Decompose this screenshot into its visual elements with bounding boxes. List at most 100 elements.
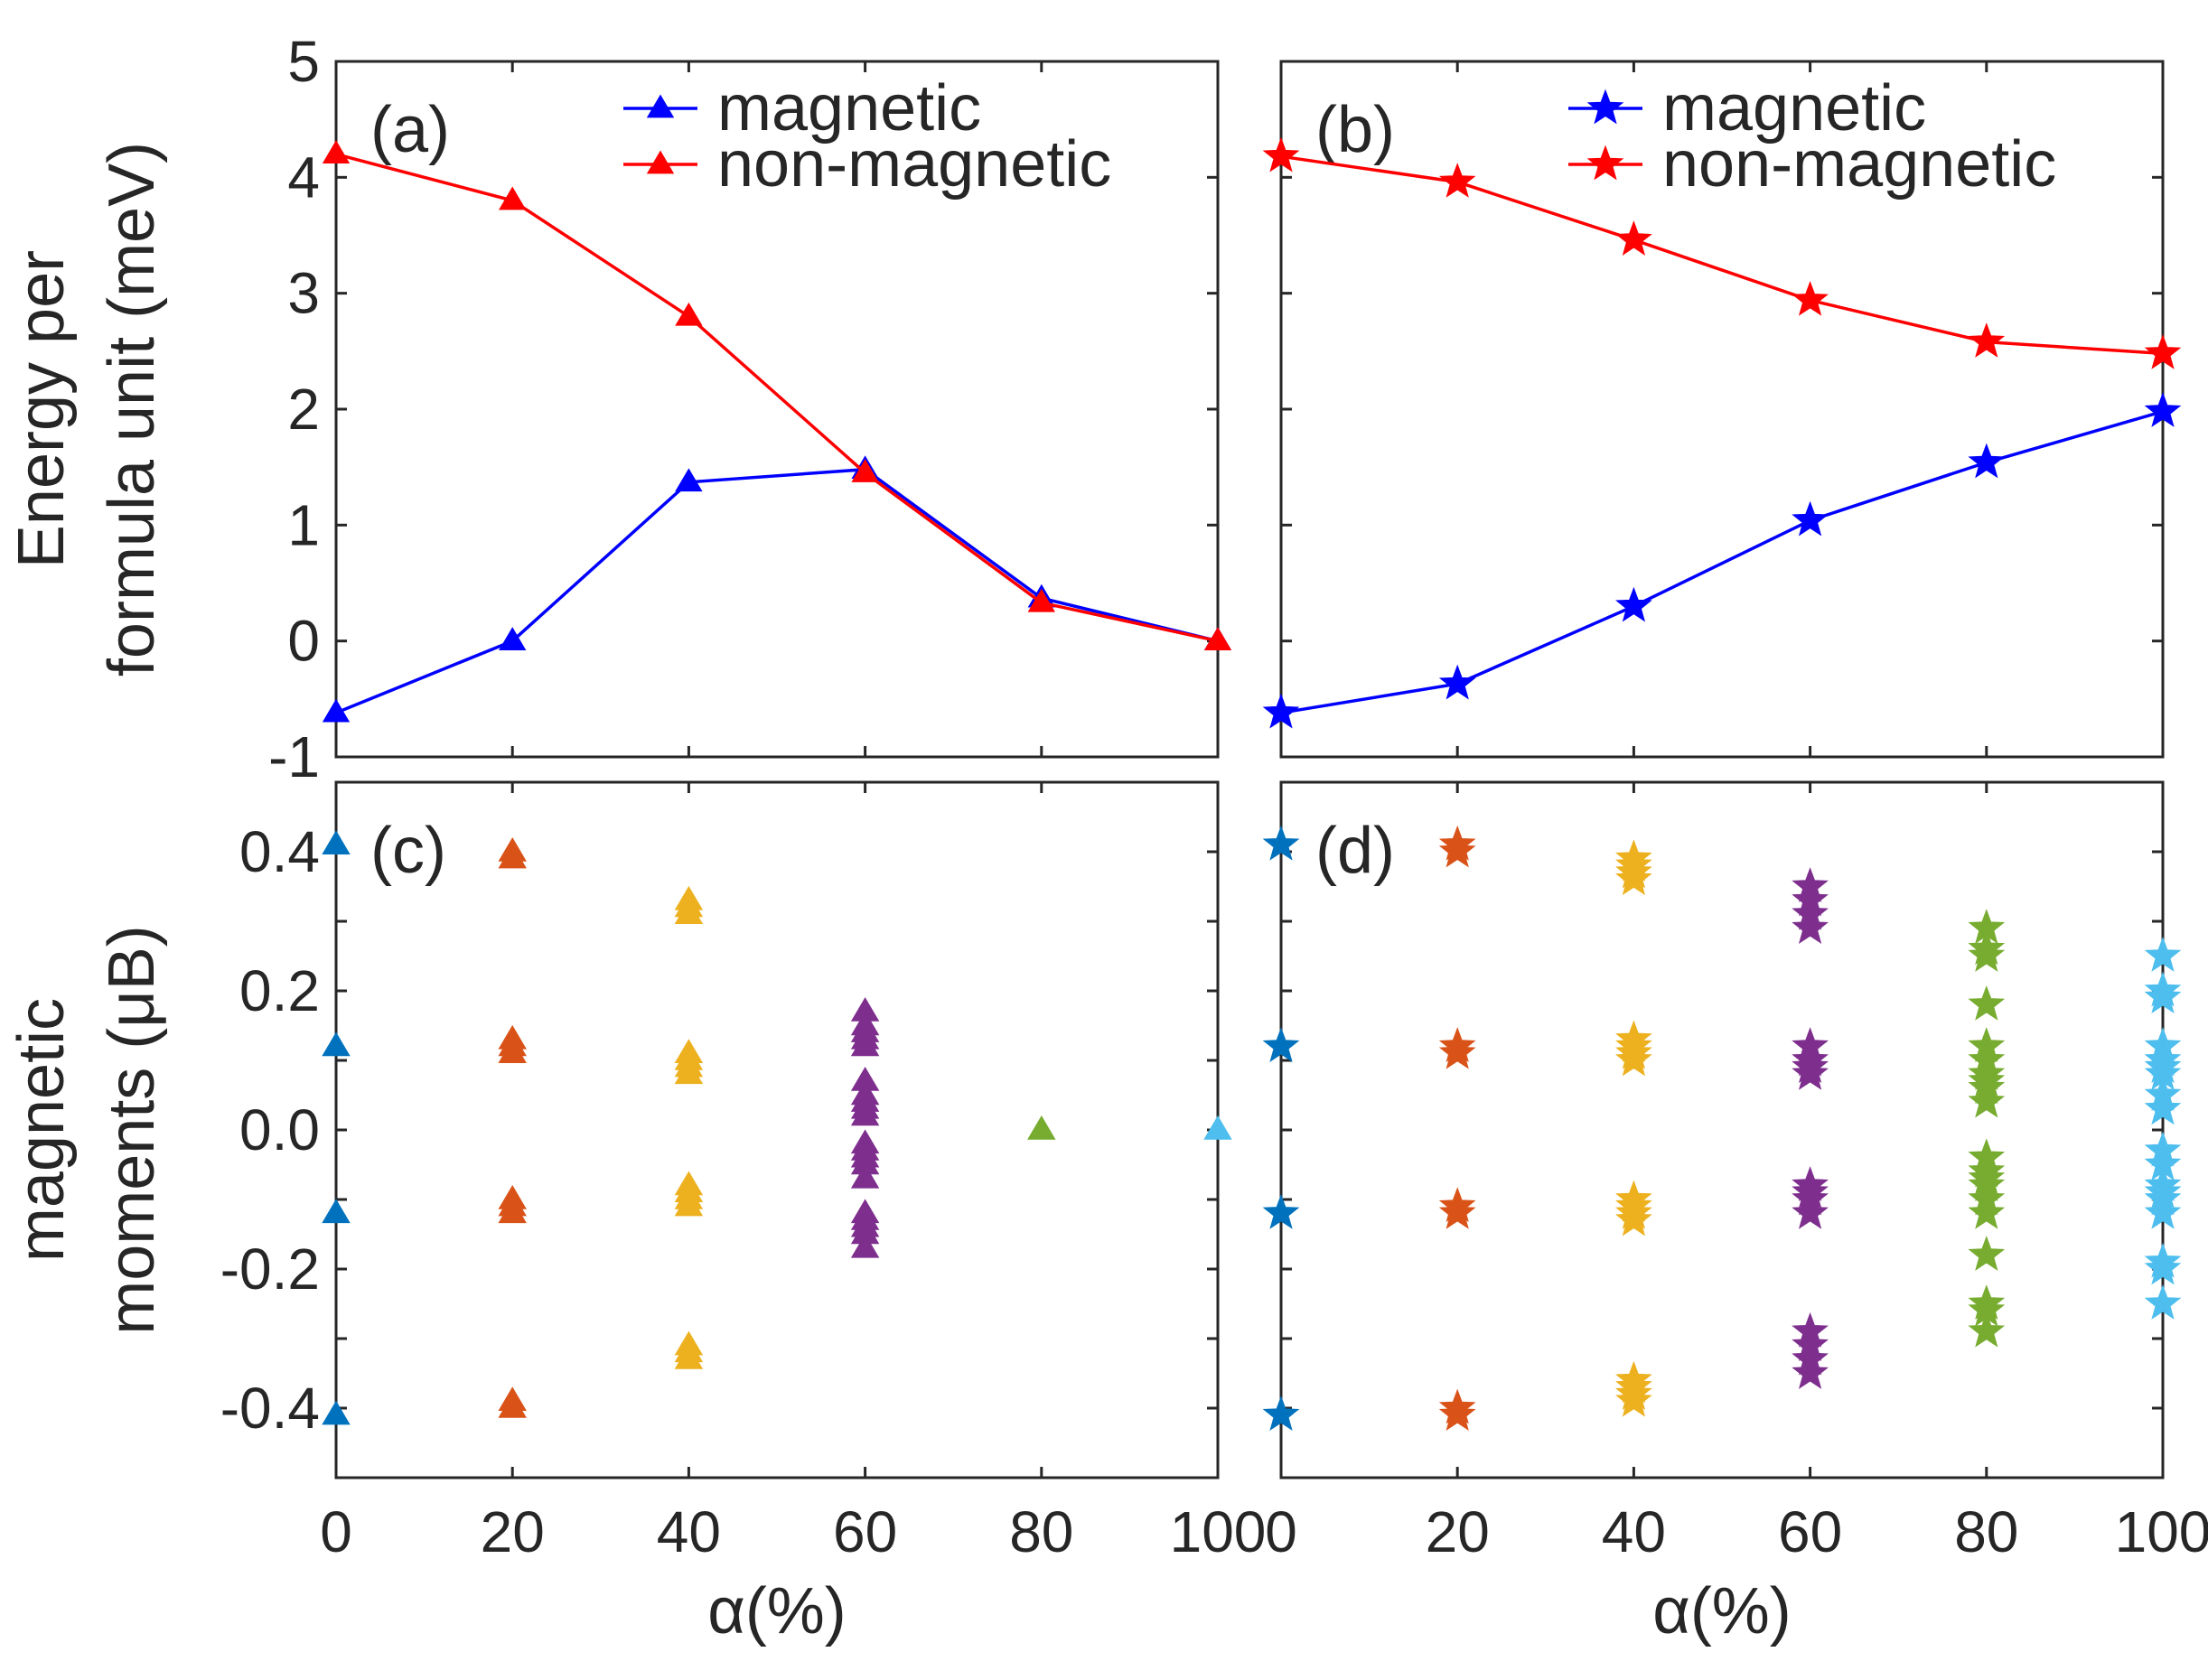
series-line <box>1280 409 2164 714</box>
data-point <box>322 1031 351 1057</box>
y-axis-label: Energy per <box>5 250 78 568</box>
data-point <box>1615 220 1652 256</box>
legend-marker <box>1586 145 1624 181</box>
moment-group <box>674 885 704 1369</box>
data-point <box>1792 500 1829 537</box>
x-tick-label: 40 <box>657 1499 721 1564</box>
legend-marker <box>646 94 675 118</box>
data-point <box>499 186 527 210</box>
data-point <box>674 1191 704 1217</box>
data-point <box>1792 280 1829 316</box>
x-tick-label: 60 <box>1778 1499 1842 1564</box>
data-point <box>1968 985 2006 1021</box>
y-axis-label: moments (μB) <box>96 925 168 1335</box>
data-point <box>498 1393 527 1418</box>
x-tick-label: 20 <box>1426 1499 1490 1564</box>
x-axis-label: α(%) <box>1652 1575 1792 1647</box>
data-point <box>674 1059 704 1085</box>
data-point <box>850 1101 880 1126</box>
legend-marker <box>646 150 675 174</box>
data-point <box>1615 1200 1652 1237</box>
data-point <box>1615 860 1652 896</box>
legend-label: non-magnetic <box>1662 128 2056 201</box>
x-tick-label: 0 <box>320 1499 352 1564</box>
x-tick-label: 20 <box>481 1499 545 1564</box>
legend-label: magnetic <box>717 72 981 145</box>
plot-frame <box>334 780 1220 1479</box>
panel-label: (d) <box>1315 815 1395 887</box>
data-point <box>1262 825 1300 861</box>
data-point <box>674 900 704 925</box>
moment-group <box>1027 1115 1056 1140</box>
panel-label: (b) <box>1315 94 1395 166</box>
data-point <box>1968 937 2006 972</box>
data-point <box>850 1163 880 1189</box>
series-non-magnetic <box>1262 136 2182 369</box>
x-tick-label: 0 <box>1265 1499 1297 1564</box>
moment-group <box>1615 839 1652 1417</box>
x-axis-label: α(%) <box>707 1575 847 1647</box>
series-magnetic <box>322 455 1232 723</box>
data-point <box>2144 1089 2182 1125</box>
y-tick-label: -0.2 <box>220 1237 320 1302</box>
y-tick-label: 0.2 <box>239 958 320 1023</box>
data-point <box>1262 1395 1300 1432</box>
moment-group <box>1792 867 1829 1389</box>
data-point <box>1203 627 1232 650</box>
data-point <box>1438 1395 1476 1432</box>
data-point <box>1968 1311 2006 1348</box>
data-point <box>1438 1193 1476 1229</box>
panel-a: -1 0 1 2 3 4 5 (a) Energy per formula unit (meV) m… <box>5 29 1232 789</box>
data-point <box>1262 693 1300 729</box>
data-point <box>1262 1193 1300 1229</box>
series-line <box>335 153 1219 643</box>
data-point <box>1438 664 1476 700</box>
x-tick-label: 80 <box>1009 1499 1073 1564</box>
data-point <box>1968 1193 2006 1229</box>
data-point <box>2144 978 2182 1014</box>
data-point <box>2144 392 2182 427</box>
y-tick-label: 2 <box>287 377 320 442</box>
data-point <box>1792 909 1829 945</box>
data-point <box>498 1039 527 1064</box>
data-point <box>322 830 351 855</box>
series-line <box>335 467 1219 714</box>
x-tick-label: 100 <box>2115 1499 2208 1564</box>
legend-label: non-magnetic <box>717 128 1111 201</box>
data-point <box>498 844 527 869</box>
series-magnetic <box>1262 392 2182 729</box>
series-line <box>1280 154 2164 356</box>
x-tick-label: 40 <box>1602 1499 1666 1564</box>
y-axis-label: magnetic <box>5 998 78 1262</box>
y-tick-label: 1 <box>287 492 320 557</box>
data-point <box>1203 1115 1232 1140</box>
legend-label: magnetic <box>1662 72 1926 145</box>
moment-group <box>1203 1115 1232 1140</box>
data-point <box>1792 1354 1829 1389</box>
moment-group <box>498 836 527 1418</box>
y-tick-label: 0.0 <box>239 1097 320 1162</box>
data-point <box>1968 1082 2006 1118</box>
data-point <box>2144 937 2182 972</box>
data-point <box>1968 1236 2006 1271</box>
y-tick-label: 0.4 <box>239 819 320 884</box>
data-point <box>2144 1284 2182 1320</box>
data-point <box>1438 1033 1476 1069</box>
data-point <box>1262 1027 1300 1062</box>
data-point <box>1968 443 2006 479</box>
data-point <box>850 1031 880 1057</box>
data-point <box>1438 163 1476 198</box>
data-point <box>1792 1054 1829 1090</box>
data-point <box>1262 136 1300 173</box>
y-tick-label: 5 <box>287 29 320 94</box>
data-point <box>2144 1193 2182 1229</box>
y-tick-label: 4 <box>287 145 320 210</box>
moment-group <box>1968 909 2006 1348</box>
data-point <box>851 459 879 482</box>
data-point <box>1968 322 2006 358</box>
data-point <box>1615 1041 1652 1077</box>
data-point <box>322 1199 351 1224</box>
